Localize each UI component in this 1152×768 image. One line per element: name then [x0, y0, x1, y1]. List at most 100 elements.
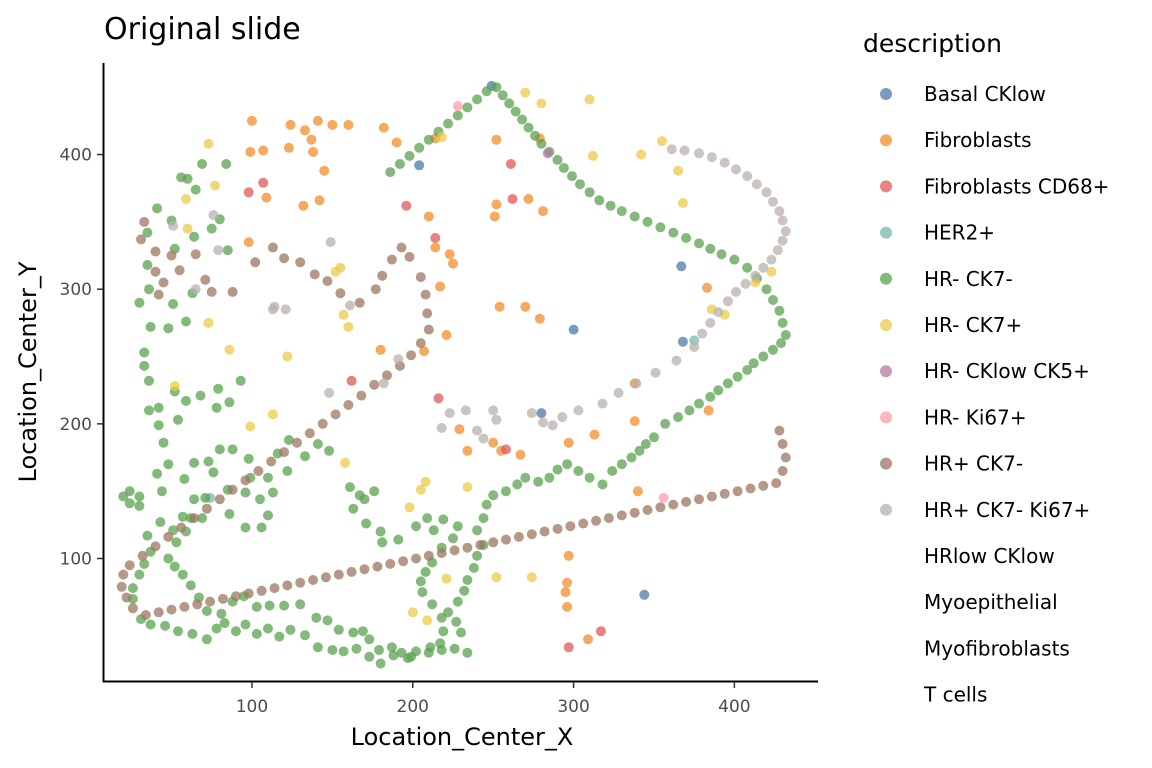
data-point [124, 560, 135, 571]
data-point [536, 408, 547, 419]
data-point [533, 476, 544, 487]
chart-title: Original slide [104, 12, 301, 47]
legend-label: Fibroblasts [924, 128, 1032, 152]
data-point [201, 606, 212, 616]
data-point [488, 405, 499, 416]
data-point [187, 628, 198, 639]
data-point [642, 505, 653, 515]
data-point [427, 599, 438, 610]
data-point [377, 537, 388, 548]
data-point [578, 518, 589, 529]
data-point [357, 626, 368, 637]
data-point [274, 631, 285, 642]
data-point [224, 509, 235, 519]
data-point [584, 94, 595, 105]
data-point [359, 494, 370, 505]
data-point [308, 146, 319, 157]
data-point [448, 258, 458, 269]
data-point [594, 195, 605, 206]
data-point [320, 572, 331, 583]
data-point [452, 596, 463, 607]
data-point [343, 119, 354, 130]
data-point [433, 393, 444, 404]
data-point [203, 317, 214, 328]
data-point [468, 562, 479, 573]
data-point [649, 432, 659, 443]
data-point [597, 398, 608, 409]
data-point [279, 600, 290, 611]
data-point [150, 266, 161, 277]
data-point [333, 624, 344, 635]
data-point [200, 274, 211, 285]
data-point [560, 587, 571, 598]
legend-label: HR- Ki67+ [924, 405, 1027, 429]
data-point [203, 456, 214, 467]
series-hr-ck7- [169, 87, 777, 626]
data-point [351, 643, 362, 654]
data-point [364, 634, 375, 645]
data-point [420, 476, 431, 487]
data-point [330, 409, 341, 420]
data-point [394, 159, 405, 169]
data-point [325, 237, 336, 248]
data-point [507, 194, 518, 204]
data-point [171, 537, 182, 548]
data-point [210, 180, 220, 191]
data-point [441, 330, 452, 340]
data-point [219, 618, 230, 629]
data-point [396, 242, 407, 253]
data-point [258, 145, 269, 156]
data-point [435, 281, 446, 292]
data-point [243, 588, 254, 599]
data-point [327, 645, 338, 655]
data-point [346, 375, 357, 386]
legend-label: HR- CK7+ [924, 313, 1022, 337]
data-point [116, 581, 127, 592]
data-point [441, 573, 452, 584]
series-hr-ck7-ki67- [168, 144, 791, 444]
data-point [488, 537, 499, 548]
data-point [575, 179, 585, 190]
data-point [312, 439, 323, 449]
data-point [423, 550, 434, 561]
data-point [605, 200, 616, 211]
data-point [689, 342, 700, 353]
data-point [668, 227, 679, 238]
data-point [382, 370, 392, 381]
data-point [616, 459, 627, 470]
x-tick-label: 200 [397, 697, 429, 717]
data-point [181, 194, 191, 204]
data-point [372, 561, 383, 572]
data-point [308, 575, 319, 585]
data-point [443, 607, 454, 618]
data-point [201, 503, 212, 514]
legend-label: HR- CK7- [924, 267, 1013, 291]
data-point [772, 245, 783, 256]
data-point [526, 408, 537, 419]
data-point [443, 118, 454, 129]
legend-title: description [863, 29, 1002, 58]
data-point [158, 277, 169, 288]
data-point [472, 550, 483, 561]
data-point [613, 387, 624, 398]
legend-label: HR+ CK7- [924, 452, 1023, 476]
data-point [150, 246, 161, 257]
data-point [731, 286, 741, 297]
data-point [573, 405, 584, 416]
data-point [407, 607, 418, 618]
data-point [181, 395, 191, 406]
legend-key [880, 503, 892, 516]
data-point [203, 138, 214, 149]
data-point [179, 474, 190, 484]
data-point [263, 472, 273, 483]
data-point [774, 305, 785, 316]
data-point [211, 623, 222, 634]
data-point [356, 390, 367, 401]
data-point [190, 249, 201, 260]
data-point [240, 522, 251, 533]
data-point [298, 200, 309, 211]
data-point [156, 486, 167, 497]
data-point [222, 245, 233, 256]
data-point [459, 585, 470, 596]
legend-key [880, 180, 892, 193]
